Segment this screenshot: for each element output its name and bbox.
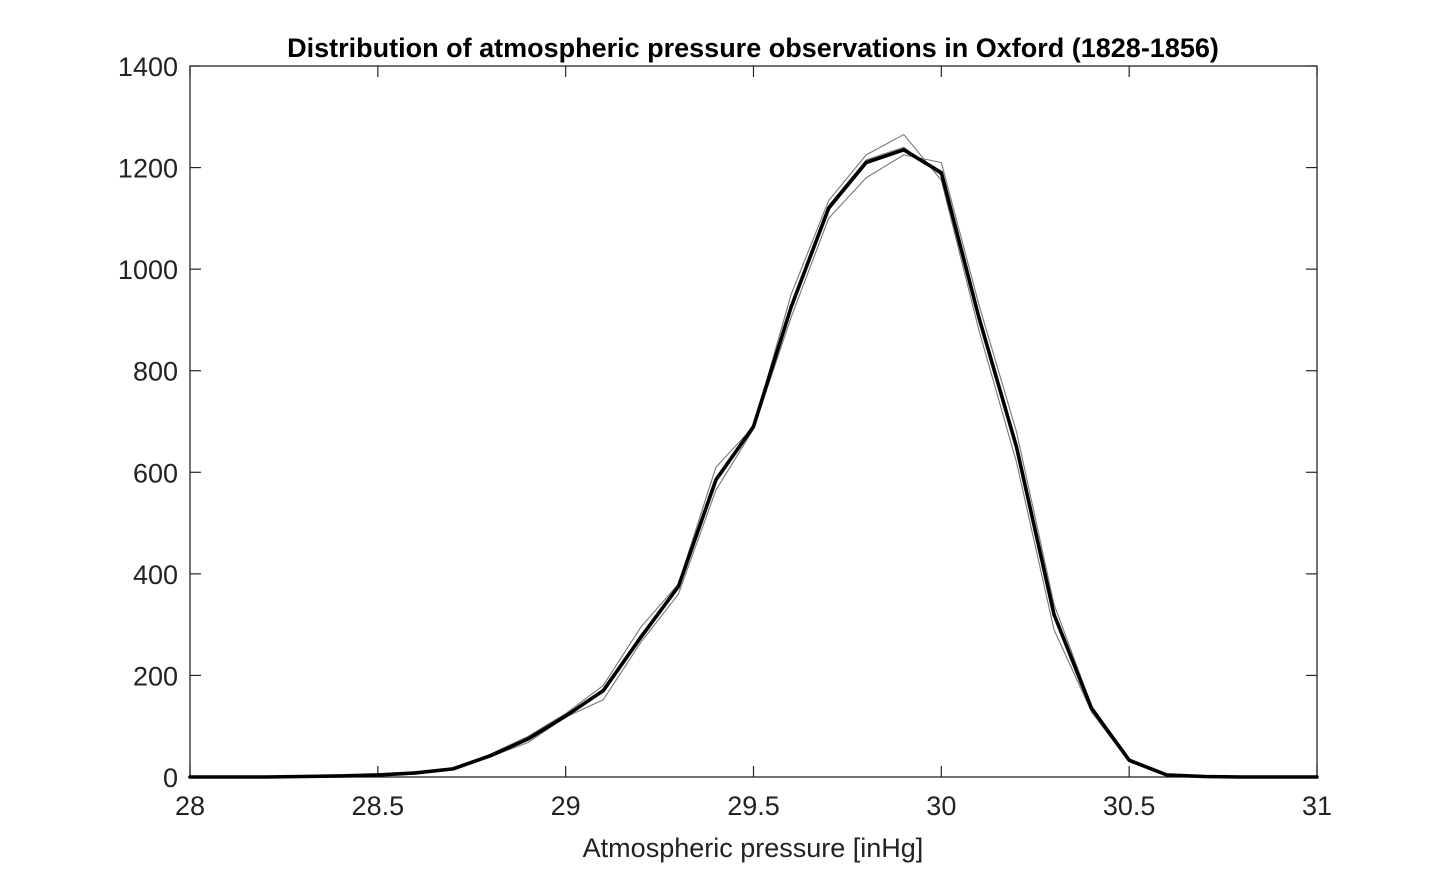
y-tick-label: 600 [133, 458, 178, 488]
series-layer [188, 134, 1319, 779]
y-tick-label: 0 [163, 763, 178, 793]
x-tick-label: 28.5 [352, 791, 405, 821]
x-tick-label: 30.5 [1103, 791, 1156, 821]
x-tick-label: 29 [551, 791, 581, 821]
y-tick-label: 200 [133, 661, 178, 691]
y-tick-label: 800 [133, 357, 178, 387]
y-axis-ticks: 0 200 400 600 800 1000 1200 1400 [118, 52, 1317, 793]
x-axis-label: Atmospheric pressure [inHg] [583, 833, 924, 863]
series-line-secondary [189, 134, 1318, 778]
x-tick-label: 31 [1302, 791, 1332, 821]
x-tick-label: 29.5 [727, 791, 780, 821]
y-tick-label: 1200 [118, 154, 178, 184]
series-line-secondary [189, 146, 1318, 778]
y-tick-label: 1000 [118, 255, 178, 285]
y-tick-label: 1400 [118, 52, 178, 82]
y-tick-label: 400 [133, 560, 178, 590]
x-tick-label: 30 [926, 791, 956, 821]
chart-title: Distribution of atmospheric pressure obs… [287, 33, 1219, 63]
series-line-secondary [189, 154, 1318, 778]
series-line-main [188, 148, 1319, 779]
x-axis-ticks: 28 28.5 29 29.5 30 30.5 31 [175, 66, 1332, 821]
x-tick-label: 28 [175, 791, 205, 821]
